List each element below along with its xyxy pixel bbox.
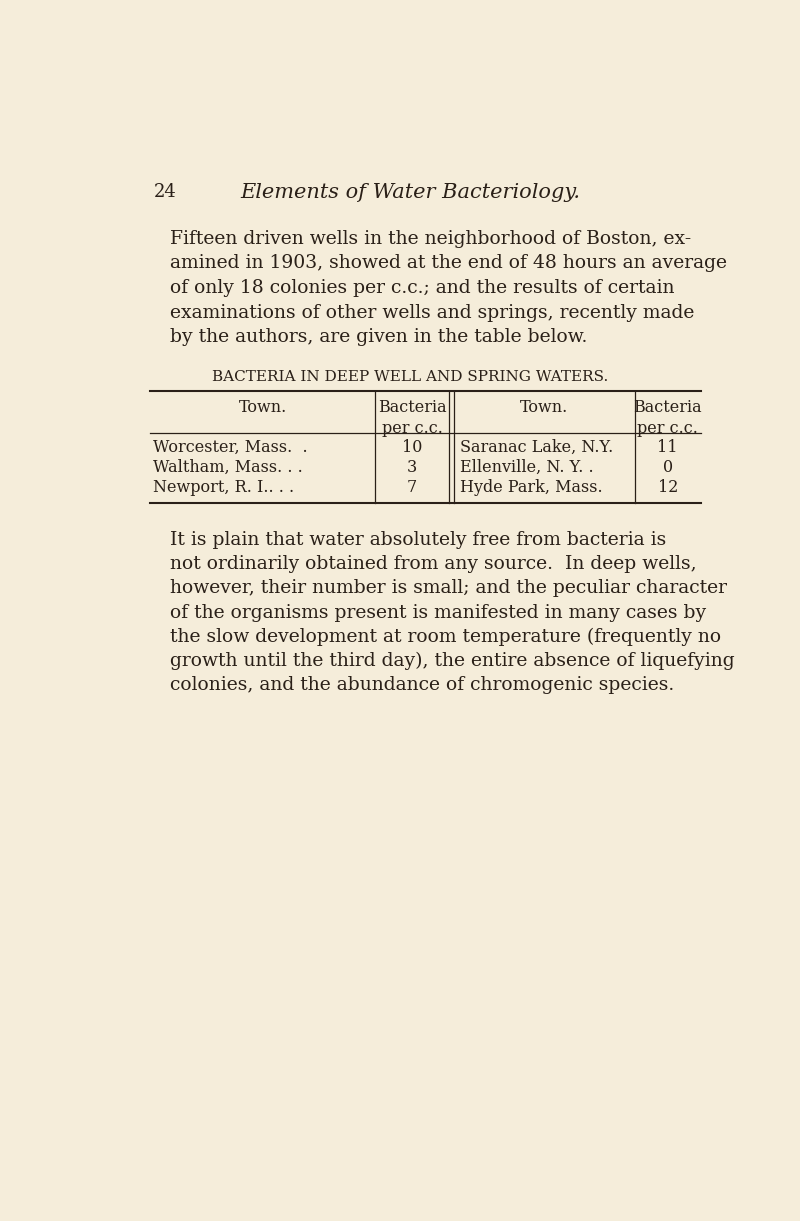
Text: 11: 11	[658, 440, 678, 457]
Text: examinations of other wells and springs, recently made: examinations of other wells and springs,…	[170, 304, 694, 321]
Text: of only 18 colonies per c.c.; and the results of certain: of only 18 colonies per c.c.; and the re…	[170, 278, 674, 297]
Text: of the organisms present is manifested in many cases by: of the organisms present is manifested i…	[170, 603, 706, 621]
Text: Waltham, Mass. . .: Waltham, Mass. . .	[154, 459, 303, 476]
Text: It is plain that water absolutely free from bacteria is: It is plain that water absolutely free f…	[170, 531, 666, 548]
Text: amined in 1903, showed at the end of 48 hours an average: amined in 1903, showed at the end of 48 …	[170, 254, 726, 272]
Text: 24: 24	[154, 183, 177, 201]
Text: Hyde Park, Mass.: Hyde Park, Mass.	[460, 479, 603, 496]
Text: however, their number is small; and the peculiar character: however, their number is small; and the …	[170, 579, 726, 597]
Text: 0: 0	[662, 459, 673, 476]
Text: Fifteen driven wells in the neighborhood of Boston, ex-: Fifteen driven wells in the neighborhood…	[170, 230, 691, 248]
Text: 3: 3	[407, 459, 417, 476]
Text: Town.: Town.	[238, 399, 287, 416]
Text: the slow development at room temperature (frequently no: the slow development at room temperature…	[170, 628, 721, 646]
Text: growth until the third day), the entire absence of liquefying: growth until the third day), the entire …	[170, 652, 734, 670]
Text: Worcester, Mass.  .: Worcester, Mass. .	[154, 440, 308, 457]
Text: Elements of Water Bacteriology.: Elements of Water Bacteriology.	[240, 183, 580, 203]
Text: not ordinarily obtained from any source.  In deep wells,: not ordinarily obtained from any source.…	[170, 556, 696, 573]
Text: Ellenville, N. Y. .: Ellenville, N. Y. .	[460, 459, 594, 476]
Text: 7: 7	[407, 479, 417, 496]
Text: 12: 12	[658, 479, 678, 496]
Text: Bacteria
per c.c.: Bacteria per c.c.	[378, 399, 446, 437]
Text: Newport, R. I.. . .: Newport, R. I.. . .	[154, 479, 294, 496]
Text: by the authors, are given in the table below.: by the authors, are given in the table b…	[170, 328, 587, 347]
Text: 10: 10	[402, 440, 422, 457]
Text: Bacteria
per c.c.: Bacteria per c.c.	[634, 399, 702, 437]
Text: Town.: Town.	[520, 399, 569, 416]
Text: BACTERIA IN DEEP WELL AND SPRING WATERS.: BACTERIA IN DEEP WELL AND SPRING WATERS.	[212, 370, 608, 383]
Text: colonies, and the abundance of chromogenic species.: colonies, and the abundance of chromogen…	[170, 676, 674, 695]
Text: Saranac Lake, N.Y.: Saranac Lake, N.Y.	[460, 440, 614, 457]
